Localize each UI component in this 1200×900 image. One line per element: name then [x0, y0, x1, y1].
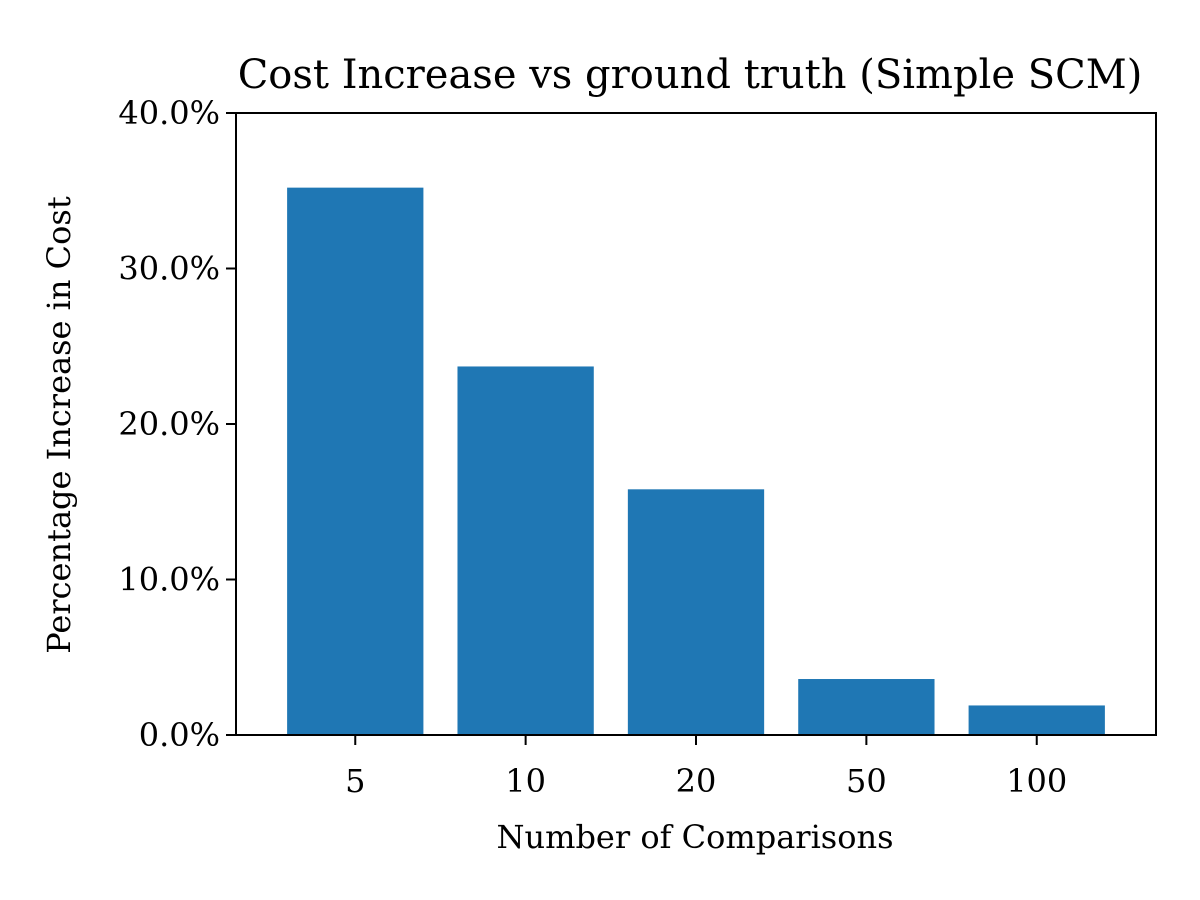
y-tick-label: 0.0% — [139, 716, 220, 754]
y-tick-label: 40.0% — [118, 94, 220, 132]
chart-title: Cost Increase vs ground truth (Simple SC… — [238, 52, 1143, 98]
y-axis-title: Percentage Increase in Cost — [40, 196, 78, 654]
y-tick-label: 10.0% — [118, 561, 220, 599]
bar-50 — [798, 679, 935, 735]
x-tick-label: 50 — [846, 762, 887, 800]
bar-20 — [627, 489, 765, 735]
bars-layer — [287, 187, 1105, 735]
y-tick-label: 20.0% — [118, 405, 220, 443]
x-tick-label: 100 — [1006, 762, 1067, 800]
bar-10 — [457, 366, 594, 735]
bar-100 — [968, 705, 1105, 735]
y-axis-ticks: 0.0% 10.0% 20.0% 30.0% 40.0% — [118, 94, 236, 754]
x-tick-label: 20 — [676, 762, 717, 800]
x-tick-label: 10 — [505, 762, 546, 800]
x-axis-ticks: 5 10 20 50 100 — [345, 735, 1067, 800]
bar-5 — [287, 187, 424, 735]
plot-frame — [235, 112, 1157, 736]
y-tick-label: 30.0% — [118, 250, 220, 288]
x-tick-label: 5 — [345, 762, 365, 800]
x-axis-title: Number of Comparisons — [496, 818, 893, 856]
